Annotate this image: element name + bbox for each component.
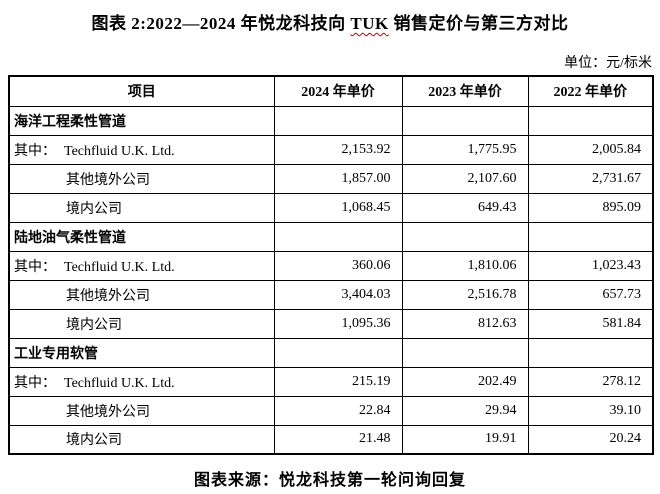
row-company: Techfluid U.K. Ltd. — [64, 375, 175, 391]
unit-label: 单位：元/标米 — [564, 56, 652, 71]
empty-cell — [273, 105, 403, 136]
value-2023: 1,810.06 — [401, 250, 529, 281]
value-2022: 581.84 — [527, 308, 654, 339]
empty-cell — [273, 221, 403, 252]
value-2022: 20.24 — [527, 424, 654, 455]
table-row: 其他境外公司 22.84 29.94 39.10 — [8, 395, 654, 426]
row-label: 其中： Techfluid U.K. Ltd. — [8, 366, 275, 397]
value-2024: 3,404.03 — [273, 279, 403, 310]
section-row-industrial: 工业专用软管 — [8, 337, 654, 368]
value-2024: 1,068.45 — [273, 192, 403, 223]
section-row-onshore: 陆地油气柔性管道 — [8, 221, 654, 252]
empty-cell — [527, 105, 654, 136]
header-row: 项目 2024 年单价 2023 年单价 2022 年单价 — [8, 75, 654, 107]
chart-title-suffix: 销售定价与第三方对比 — [388, 14, 569, 33]
section-row-marine: 海洋工程柔性管道 — [8, 105, 654, 136]
chart-title-prefix: 图表 2:2022—2024 年悦龙科技向 — [91, 14, 351, 33]
value-2024: 215.19 — [273, 366, 403, 397]
value-2023: 812.63 — [401, 308, 529, 339]
row-label: 境内公司 — [8, 192, 275, 223]
empty-cell — [401, 337, 529, 368]
section-label-marine: 海洋工程柔性管道 — [8, 105, 275, 136]
row-label: 其他境外公司 — [8, 395, 275, 426]
value-2022: 2,005.84 — [527, 134, 654, 165]
empty-cell — [527, 337, 654, 368]
row-prefix: 其中： — [14, 143, 56, 159]
value-2024: 1,857.00 — [273, 163, 403, 194]
header-2023: 2023 年单价 — [401, 75, 529, 107]
value-2024: 360.06 — [273, 250, 403, 281]
row-label: 其他境外公司 — [8, 279, 275, 310]
value-2023: 202.49 — [401, 366, 529, 397]
row-label: 境内公司 — [8, 424, 275, 455]
table-row: 其中： Techfluid U.K. Ltd. 215.19 202.49 278… — [8, 366, 654, 397]
value-2024: 2,153.92 — [273, 134, 403, 165]
value-2022: 1,023.43 — [527, 250, 654, 281]
value-2024: 1,095.36 — [273, 308, 403, 339]
header-2024: 2024 年单价 — [273, 75, 403, 107]
value-2022: 278.12 — [527, 366, 654, 397]
row-label: 其中： Techfluid U.K. Ltd. — [8, 250, 275, 281]
table-row: 其他境外公司 1,857.00 2,107.60 2,731.67 — [8, 163, 654, 194]
value-2022: 657.73 — [527, 279, 654, 310]
value-2024: 22.84 — [273, 395, 403, 426]
row-company: Techfluid U.K. Ltd. — [64, 143, 175, 159]
table-row: 境内公司 1,095.36 812.63 581.84 — [8, 308, 654, 339]
empty-cell — [273, 337, 403, 368]
table-row: 其中： Techfluid U.K. Ltd. 2,153.92 1,775.95… — [8, 134, 654, 165]
value-2023: 29.94 — [401, 395, 529, 426]
table-row: 境内公司 21.48 19.91 20.24 — [8, 424, 654, 455]
row-label: 其中： Techfluid U.K. Ltd. — [8, 134, 275, 165]
section-label-onshore: 陆地油气柔性管道 — [8, 221, 275, 252]
section-label-industrial: 工业专用软管 — [8, 337, 275, 368]
header-2022: 2022 年单价 — [527, 75, 654, 107]
row-label: 境内公司 — [8, 308, 275, 339]
value-2022: 39.10 — [527, 395, 654, 426]
table-row: 其中： Techfluid U.K. Ltd. 360.06 1,810.06 1… — [8, 250, 654, 281]
value-2023: 2,516.78 — [401, 279, 529, 310]
chart-title-tuk-misspell: TUK — [350, 14, 389, 33]
value-2024: 21.48 — [273, 424, 403, 455]
empty-cell — [401, 105, 529, 136]
source-caption: 图表来源：悦龙科技第一轮问询回复 — [193, 472, 466, 489]
row-label: 其他境外公司 — [8, 163, 275, 194]
value-2022: 2,731.67 — [527, 163, 654, 194]
header-item: 项目 — [8, 75, 275, 107]
value-2023: 19.91 — [401, 424, 529, 455]
table-row: 其他境外公司 3,404.03 2,516.78 657.73 — [8, 279, 654, 310]
value-2023: 2,107.60 — [401, 163, 529, 194]
row-prefix: 其中： — [14, 375, 56, 391]
empty-cell — [527, 221, 654, 252]
row-company: Techfluid U.K. Ltd. — [64, 259, 175, 275]
empty-cell — [401, 221, 529, 252]
row-prefix: 其中： — [14, 259, 56, 275]
value-2022: 895.09 — [527, 192, 654, 223]
chart-title: 图表 2:2022—2024 年悦龙科技向 TUK 销售定价与第三方对比 — [0, 0, 660, 34]
value-2023: 649.43 — [401, 192, 529, 223]
value-2023: 1,775.95 — [401, 134, 529, 165]
pricing-comparison-table: 项目 2024 年单价 2023 年单价 2022 年单价 海洋工程柔性管道 其… — [8, 75, 654, 455]
table-row: 境内公司 1,068.45 649.43 895.09 — [8, 192, 654, 223]
